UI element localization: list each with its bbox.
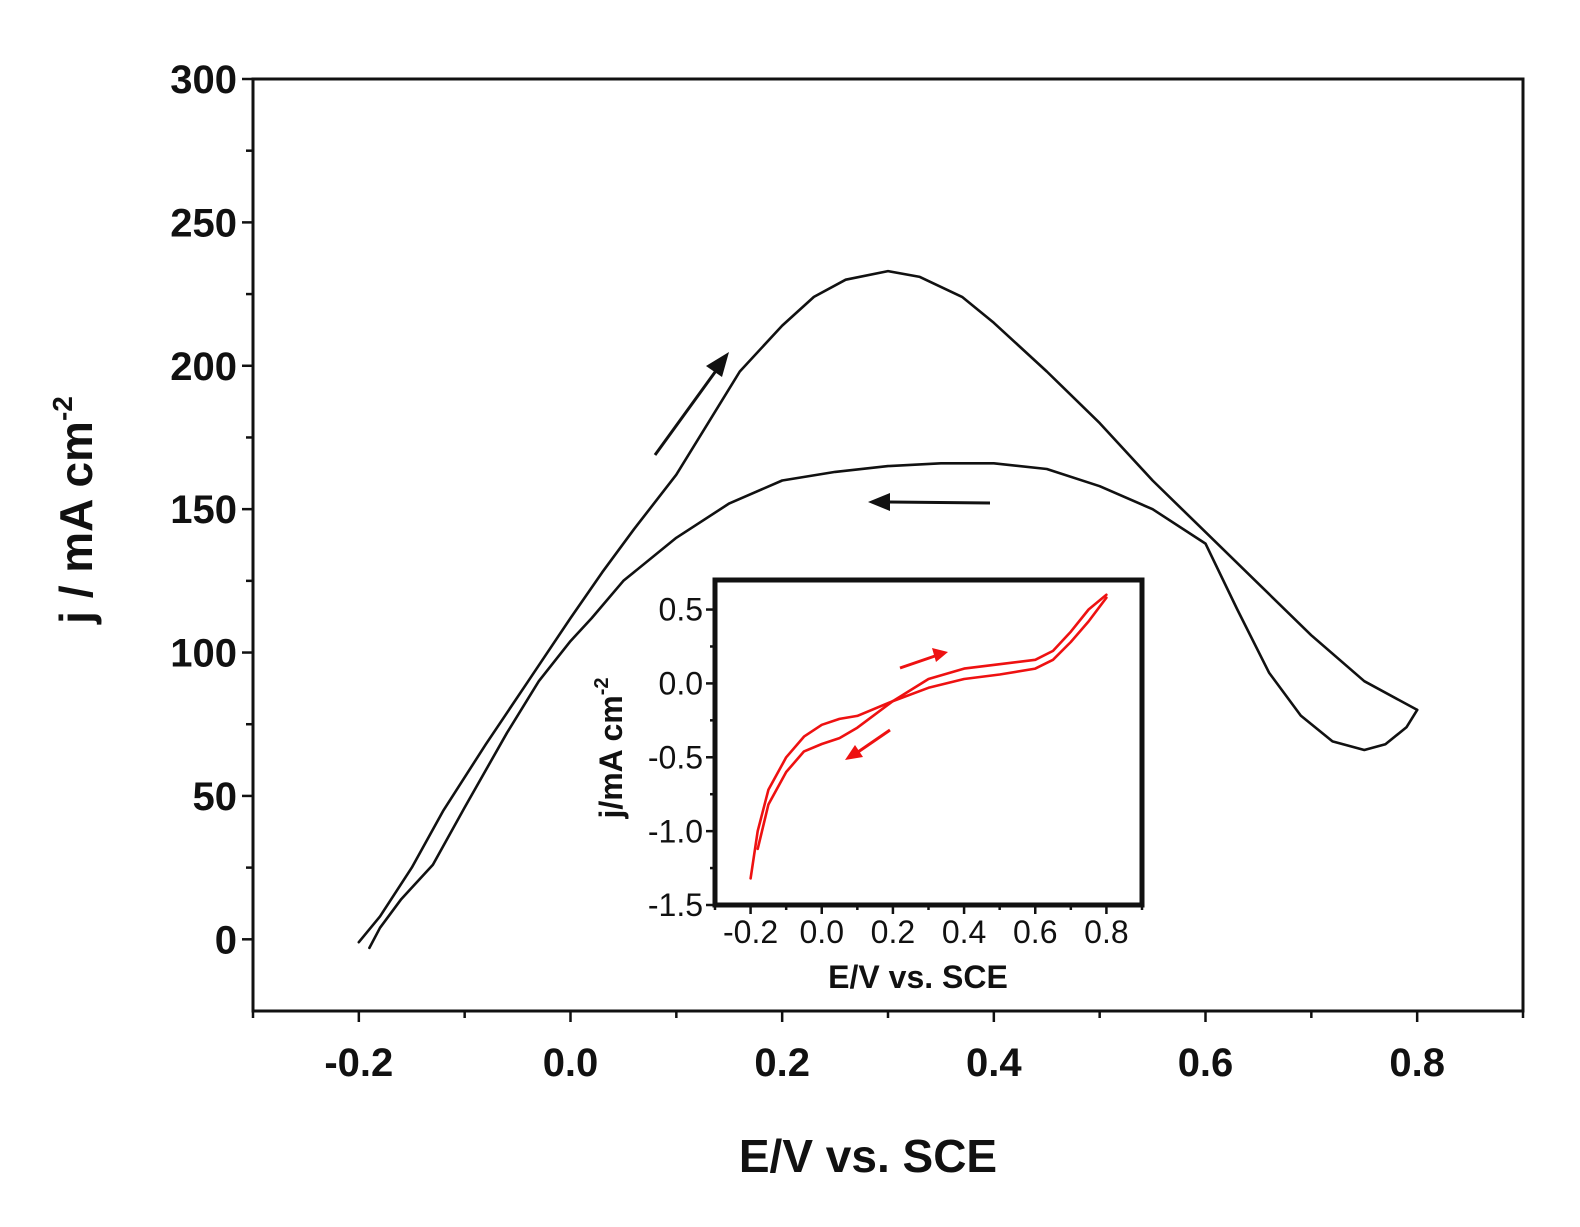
inset-reverse-scan-arrowhead: [845, 745, 863, 760]
main-y-tick-label: 0: [215, 918, 237, 962]
main-axis-ticks: -0.2 0.0 0.2 0.4 0.6 0.8 0 50 100 150 200 250 300: [170, 58, 1525, 1085]
main-series-reverse-scan: [368, 461, 1419, 950]
main-series-forward-scan: [357, 269, 1419, 944]
inset-background: [715, 580, 1142, 905]
inset-x-axis-label: E/V vs. SCE: [828, 959, 1008, 995]
inset-series-reverse-scan: [756, 596, 1108, 851]
inset-y-tick-label: -1.0: [648, 813, 703, 849]
inset-x-tick-label: 0.6: [1013, 914, 1057, 950]
inset-axis-ticks: -0.2 0.0 0.2 0.4 0.6 0.8 0.5 0.0 -0.5 -1.0 -1.5: [648, 592, 1144, 950]
main-y-tick-label: 300: [170, 58, 237, 102]
main-series-group: [357, 269, 1419, 950]
inset-y-tick-label: -0.5: [648, 739, 703, 775]
inset-forward-scan-arrow: [899, 654, 936, 670]
inset-y-tick-label: 0.0: [659, 666, 703, 702]
inset-forward-scan-arrowhead: [932, 648, 948, 662]
forward-scan-arrow: [653, 367, 720, 456]
inset-y-axis-label: j/mA cm-2: [591, 677, 629, 819]
reverse-scan-arrow: [887, 500, 991, 505]
inset-reverse-scan-arrow: [857, 728, 891, 754]
inset-y-tick-label: -1.5: [648, 887, 703, 923]
main-y-tick-label: 200: [170, 345, 237, 389]
main-x-tick-label: 0.6: [1178, 1041, 1234, 1085]
inset-series-group: [749, 593, 1108, 880]
inset-x-tick-label: 0.4: [942, 914, 986, 950]
main-x-tick-label: -0.2: [324, 1041, 393, 1085]
main-y-tick-label: 100: [170, 632, 237, 676]
inset-x-tick-label: -0.2: [723, 914, 778, 950]
inset-plot-frame: [712, 577, 1145, 908]
main-x-axis-label: E/V vs. SCE: [739, 1130, 997, 1182]
main-y-axis-label: j / mA cm-2: [47, 396, 102, 625]
forward-scan-arrowhead: [706, 352, 729, 377]
main-x-tick-label: 0.4: [966, 1041, 1022, 1085]
main-y-tick-label: 250: [170, 201, 237, 245]
main-x-tick-label: 0.0: [543, 1041, 599, 1085]
inset-x-tick-label: 0.0: [800, 914, 844, 950]
inset-x-tick-label: 0.8: [1084, 914, 1128, 950]
main-x-tick-label: 0.2: [754, 1041, 810, 1085]
main-y-tick-label: 150: [170, 488, 237, 532]
main-y-tick-label: 50: [193, 775, 238, 819]
reverse-scan-arrowhead: [868, 493, 890, 511]
inset-y-tick-label: 0.5: [659, 592, 703, 628]
main-x-tick-label: 0.8: [1389, 1041, 1445, 1085]
inset-x-tick-label: 0.2: [871, 914, 915, 950]
